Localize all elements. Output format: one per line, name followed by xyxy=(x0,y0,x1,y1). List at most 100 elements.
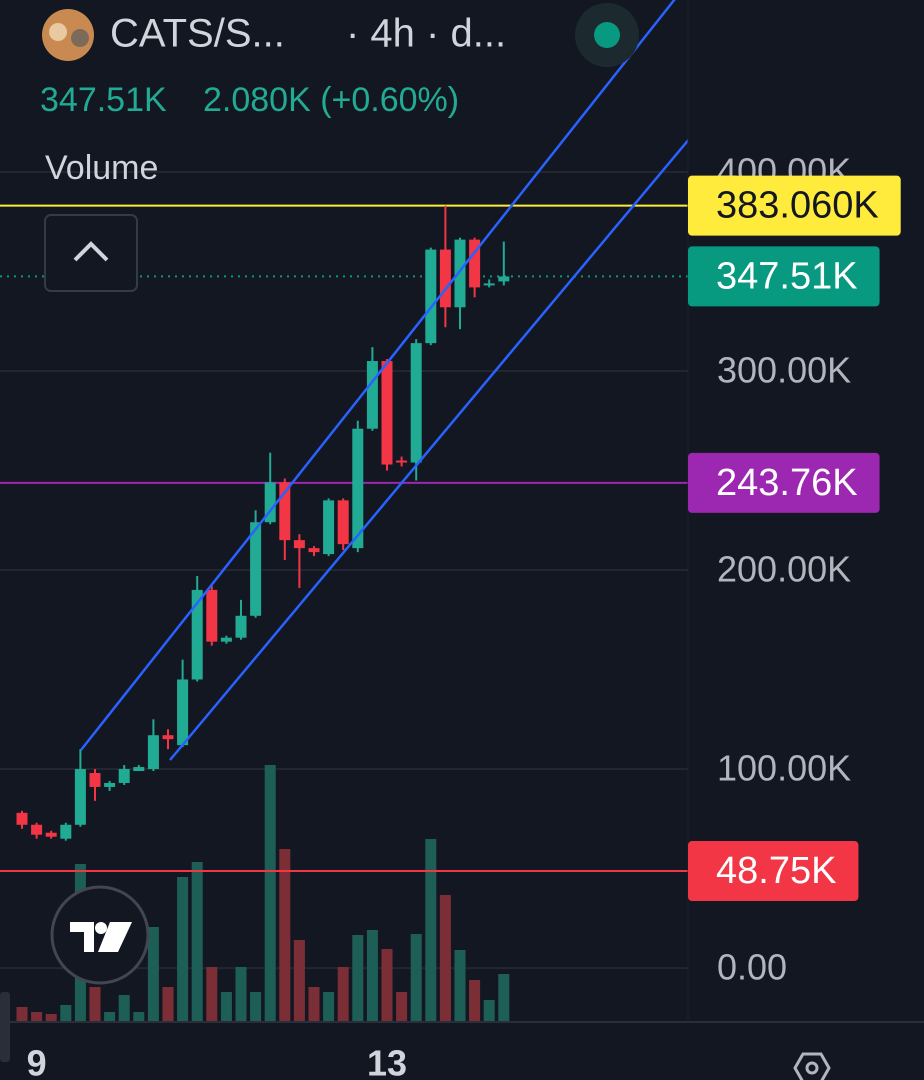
candle-body xyxy=(147,735,159,770)
side-tab[interactable] xyxy=(0,992,10,1062)
price-label: 243.76K xyxy=(716,462,858,504)
volume-bar xyxy=(439,895,451,1022)
avatar-detail xyxy=(71,29,89,47)
volume-bar xyxy=(469,980,481,1022)
y-tick-label: 300.00K xyxy=(717,350,851,391)
candle-body xyxy=(469,239,481,288)
last-price: 347.51K xyxy=(40,81,167,119)
status-dot xyxy=(594,22,620,48)
x-tick-label: 13 xyxy=(367,1043,407,1080)
interval[interactable]: · 4h · d... xyxy=(346,12,506,56)
symbol[interactable]: CATS/S... xyxy=(110,12,285,56)
candle-body xyxy=(410,343,422,463)
candle-body xyxy=(396,460,408,463)
candle-body xyxy=(366,361,378,429)
volume-bar xyxy=(45,1014,57,1022)
volume-bar xyxy=(366,930,378,1022)
volume-bar xyxy=(147,927,159,1022)
candle-body xyxy=(425,249,437,344)
candle-body xyxy=(381,361,393,465)
candle-body xyxy=(74,769,86,825)
settings-icon[interactable] xyxy=(793,1052,831,1080)
volume-bar xyxy=(293,940,305,1022)
candle-body xyxy=(308,548,320,553)
candle-body xyxy=(250,522,262,616)
y-tick-label: 200.00K xyxy=(717,549,851,590)
price-change: 2.080K (+0.60%) xyxy=(203,81,459,119)
candle-body xyxy=(31,824,43,835)
volume-bar xyxy=(162,987,174,1022)
candle-body xyxy=(337,500,349,545)
candle-body xyxy=(293,540,305,549)
volume-bar xyxy=(31,1012,43,1022)
candle-body xyxy=(162,735,174,740)
candle-body xyxy=(483,283,495,286)
candle-body xyxy=(279,482,291,541)
volume-bar xyxy=(191,862,203,1022)
symbol-avatar xyxy=(42,9,94,61)
volume-bar xyxy=(279,849,291,1022)
indicator-name[interactable]: Volume xyxy=(45,149,158,187)
price-label-box xyxy=(688,452,880,513)
collapse-button[interactable] xyxy=(44,214,138,292)
candle-body xyxy=(206,589,218,642)
volume-bar xyxy=(425,839,437,1022)
volume-bar xyxy=(498,974,510,1022)
candle-body xyxy=(45,832,57,837)
volume-layer xyxy=(16,765,510,1022)
logo-circle xyxy=(50,885,150,985)
tradingview-logo[interactable] xyxy=(50,885,150,985)
volume-bar xyxy=(250,992,262,1022)
volume-bar xyxy=(235,967,247,1022)
volume-bar xyxy=(381,949,393,1022)
candle-body xyxy=(133,767,145,772)
avatar-detail xyxy=(49,23,67,41)
volume-bar xyxy=(323,992,335,1022)
volume-bar xyxy=(177,877,189,1022)
volume-bar xyxy=(483,1000,495,1022)
candle-body xyxy=(439,249,451,308)
volume-bar xyxy=(133,1012,145,1022)
price-label-box xyxy=(688,246,880,307)
volume-bar xyxy=(337,967,349,1022)
volume-bar xyxy=(264,765,276,1022)
volume-bar xyxy=(206,967,218,1022)
price-label-box xyxy=(688,175,901,236)
candle-body xyxy=(235,615,247,638)
y-tick-label: 0.00 xyxy=(717,947,787,988)
volume-bar xyxy=(352,935,364,1022)
volume-bar xyxy=(104,1012,116,1022)
volume-bar xyxy=(16,1007,28,1022)
chevron-up xyxy=(73,241,109,262)
volume-bar xyxy=(396,992,408,1022)
price-label-box xyxy=(688,841,859,902)
logo-mark xyxy=(70,922,132,952)
candle-body xyxy=(177,679,189,746)
candle-body xyxy=(16,812,28,825)
hexagon xyxy=(793,1052,831,1080)
candle-body xyxy=(454,239,466,308)
price-label: 347.51K xyxy=(716,255,858,297)
volume-bar xyxy=(220,992,232,1022)
y-tick-label: 100.00K xyxy=(717,748,851,789)
candle-body xyxy=(60,824,72,839)
volume-bar xyxy=(454,950,466,1022)
candle-body xyxy=(352,428,364,549)
channel-lower xyxy=(169,138,688,761)
candle-body xyxy=(89,773,101,787)
candle-body xyxy=(264,482,276,523)
candle-body xyxy=(104,782,116,787)
x-tick-label: 9 xyxy=(27,1043,47,1080)
header: CATS/S... · 4h · d... 347.51K 2.080K (+0… xyxy=(40,3,639,292)
candle-body xyxy=(323,500,335,555)
volume-bar xyxy=(118,995,130,1022)
price-label: 48.75K xyxy=(716,850,836,892)
volume-bar xyxy=(410,934,422,1022)
candle-body xyxy=(498,276,510,282)
logo-dot xyxy=(95,922,107,934)
volume-bar xyxy=(89,987,101,1022)
price-lines xyxy=(0,204,688,873)
candle-body xyxy=(118,769,130,783)
